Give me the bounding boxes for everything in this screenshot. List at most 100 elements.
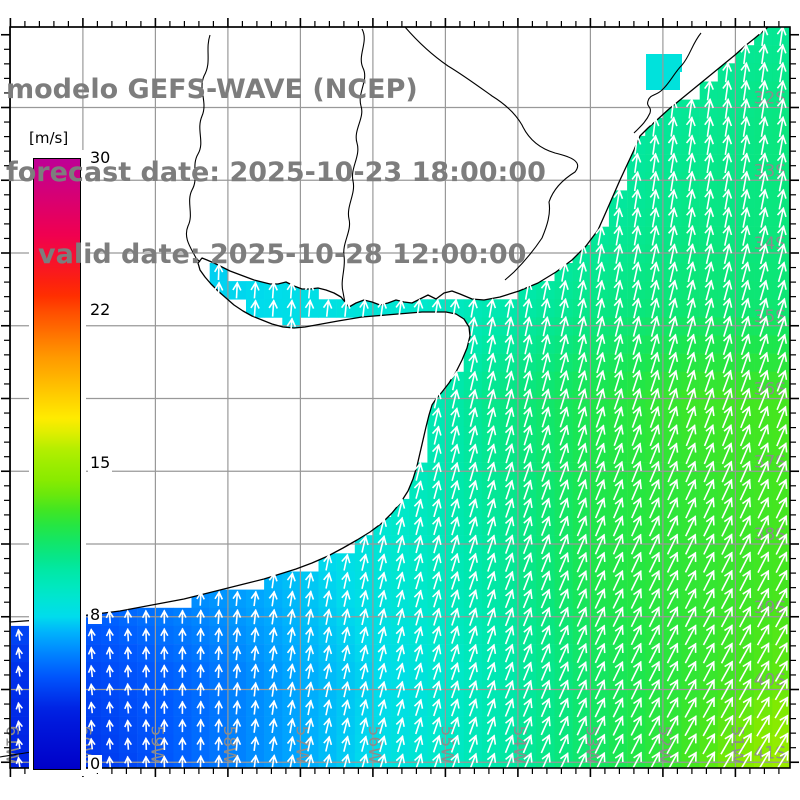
wind-direction-arrow [776, 405, 788, 429]
wind-direction-arrow [721, 460, 733, 483]
wind-direction-arrow [413, 480, 424, 499]
wind-direction-arrow [684, 606, 697, 628]
wind-direction-arrow [612, 478, 624, 501]
wind-direction-arrow [431, 607, 442, 626]
wind-direction-arrow [756, 714, 771, 737]
wind-direction-arrow [667, 497, 679, 519]
wind-direction-arrow [305, 735, 315, 752]
wind-direction-arrow [250, 717, 260, 733]
wind-direction-arrow [305, 699, 315, 716]
wind-direction-arrow [757, 478, 770, 501]
wind-direction-arrow [431, 389, 442, 409]
wind-direction-arrow [468, 698, 478, 717]
wind-direction-arrow [395, 644, 405, 662]
wind-direction-arrow [486, 298, 497, 318]
wind-direction-arrow [160, 627, 169, 642]
wind-direction-arrow [613, 406, 624, 428]
wind-direction-arrow [721, 496, 733, 519]
wind-direction-arrow [486, 316, 497, 336]
wind-direction-arrow [740, 115, 751, 137]
wind-direction-arrow [432, 498, 442, 518]
wind-direction-arrow [684, 660, 697, 682]
wind-direction-arrow [160, 645, 169, 660]
wind-direction-arrow [758, 206, 769, 228]
wind-direction-arrow [720, 642, 733, 664]
wind-direction-arrow [704, 206, 715, 228]
wind-direction-arrow [504, 316, 515, 337]
wind-direction-arrow [686, 188, 696, 210]
wind-direction-arrow [667, 98, 678, 119]
wind-direction-arrow [468, 661, 478, 681]
coastline-layer [0, 26, 769, 758]
wind-direction-arrow [323, 717, 333, 734]
wind-direction-arrow [141, 646, 151, 660]
wind-direction-arrow [160, 664, 169, 678]
wind-direction-arrow [686, 333, 697, 356]
wind-direction-arrow [722, 387, 733, 411]
wind-direction-arrow [648, 515, 661, 537]
wind-direction-arrow [523, 406, 533, 428]
wind-direction-arrow [15, 665, 24, 677]
wind-direction-arrow [685, 152, 696, 174]
wind-direction-arrow [595, 478, 606, 501]
wind-direction-arrow [722, 243, 733, 265]
wind-direction-arrow [450, 388, 460, 409]
wind-direction-arrow [268, 299, 279, 317]
wind-direction-arrow [305, 626, 315, 643]
wind-direction-arrow [160, 755, 169, 768]
wind-direction-arrow [721, 569, 733, 592]
wind-direction-arrow [758, 152, 769, 174]
wind-direction-arrow [740, 387, 751, 411]
wind-direction-arrow [686, 279, 696, 301]
wind-direction-arrow [612, 606, 624, 628]
wind-direction-arrow [413, 698, 424, 717]
wind-direction-arrow [214, 590, 224, 606]
wind-direction-arrow [667, 188, 678, 210]
wind-direction-arrow [559, 388, 570, 410]
wind-direction-arrow [558, 606, 570, 627]
wind-direction-arrow [232, 718, 242, 733]
wind-direction-arrow [740, 351, 751, 374]
wind-direction-arrow [468, 498, 479, 518]
wind-direction-arrow [504, 625, 515, 645]
wind-direction-arrow [649, 261, 660, 283]
wind-direction-arrow [777, 279, 787, 301]
wind-direction-arrow [612, 569, 624, 591]
wind-direction-arrow [630, 642, 642, 664]
wind-direction-arrow [704, 152, 715, 174]
wind-direction-arrow [359, 753, 369, 768]
wind-direction-arrow [504, 298, 515, 318]
wind-direction-arrow [486, 643, 497, 663]
wind-direction-arrow [522, 352, 533, 373]
wind-direction-arrow [612, 624, 624, 646]
wind-direction-arrow [413, 625, 424, 644]
wind-direction-arrow [359, 571, 369, 589]
wind-direction-arrow [142, 755, 151, 768]
wind-direction-arrow [721, 551, 733, 573]
title-block: modelo GEFS-WAVE (NCEP) forecast date: 2… [6, 21, 546, 296]
wind-direction-arrow [522, 279, 533, 300]
wind-direction-arrow [758, 405, 770, 429]
wind-direction-arrow [739, 551, 752, 573]
wind-direction-arrow [178, 700, 187, 714]
wind-direction-arrow [359, 626, 369, 644]
wind-direction-arrow [631, 225, 642, 246]
wind-direction-arrow [738, 714, 752, 737]
wind-direction-arrow [450, 461, 460, 482]
wind-direction-arrow [612, 679, 624, 700]
wind-direction-arrow [540, 624, 551, 645]
wind-direction-arrow [613, 442, 624, 465]
wind-direction-arrow [413, 552, 424, 572]
wind-direction-arrow [738, 606, 752, 628]
longitude-label: 54W [509, 726, 529, 765]
wind-direction-arrow [468, 589, 478, 608]
wind-direction-arrow [740, 206, 751, 228]
lagoon-layer [646, 54, 682, 90]
wind-direction-arrow [613, 315, 624, 337]
wind-direction-arrow [504, 588, 515, 609]
wind-direction-arrow [504, 479, 515, 500]
wind-direction-arrow [776, 97, 787, 119]
wind-direction-arrow [160, 682, 169, 696]
wind-direction-arrow [757, 551, 770, 574]
wind-direction-arrow [341, 626, 351, 643]
